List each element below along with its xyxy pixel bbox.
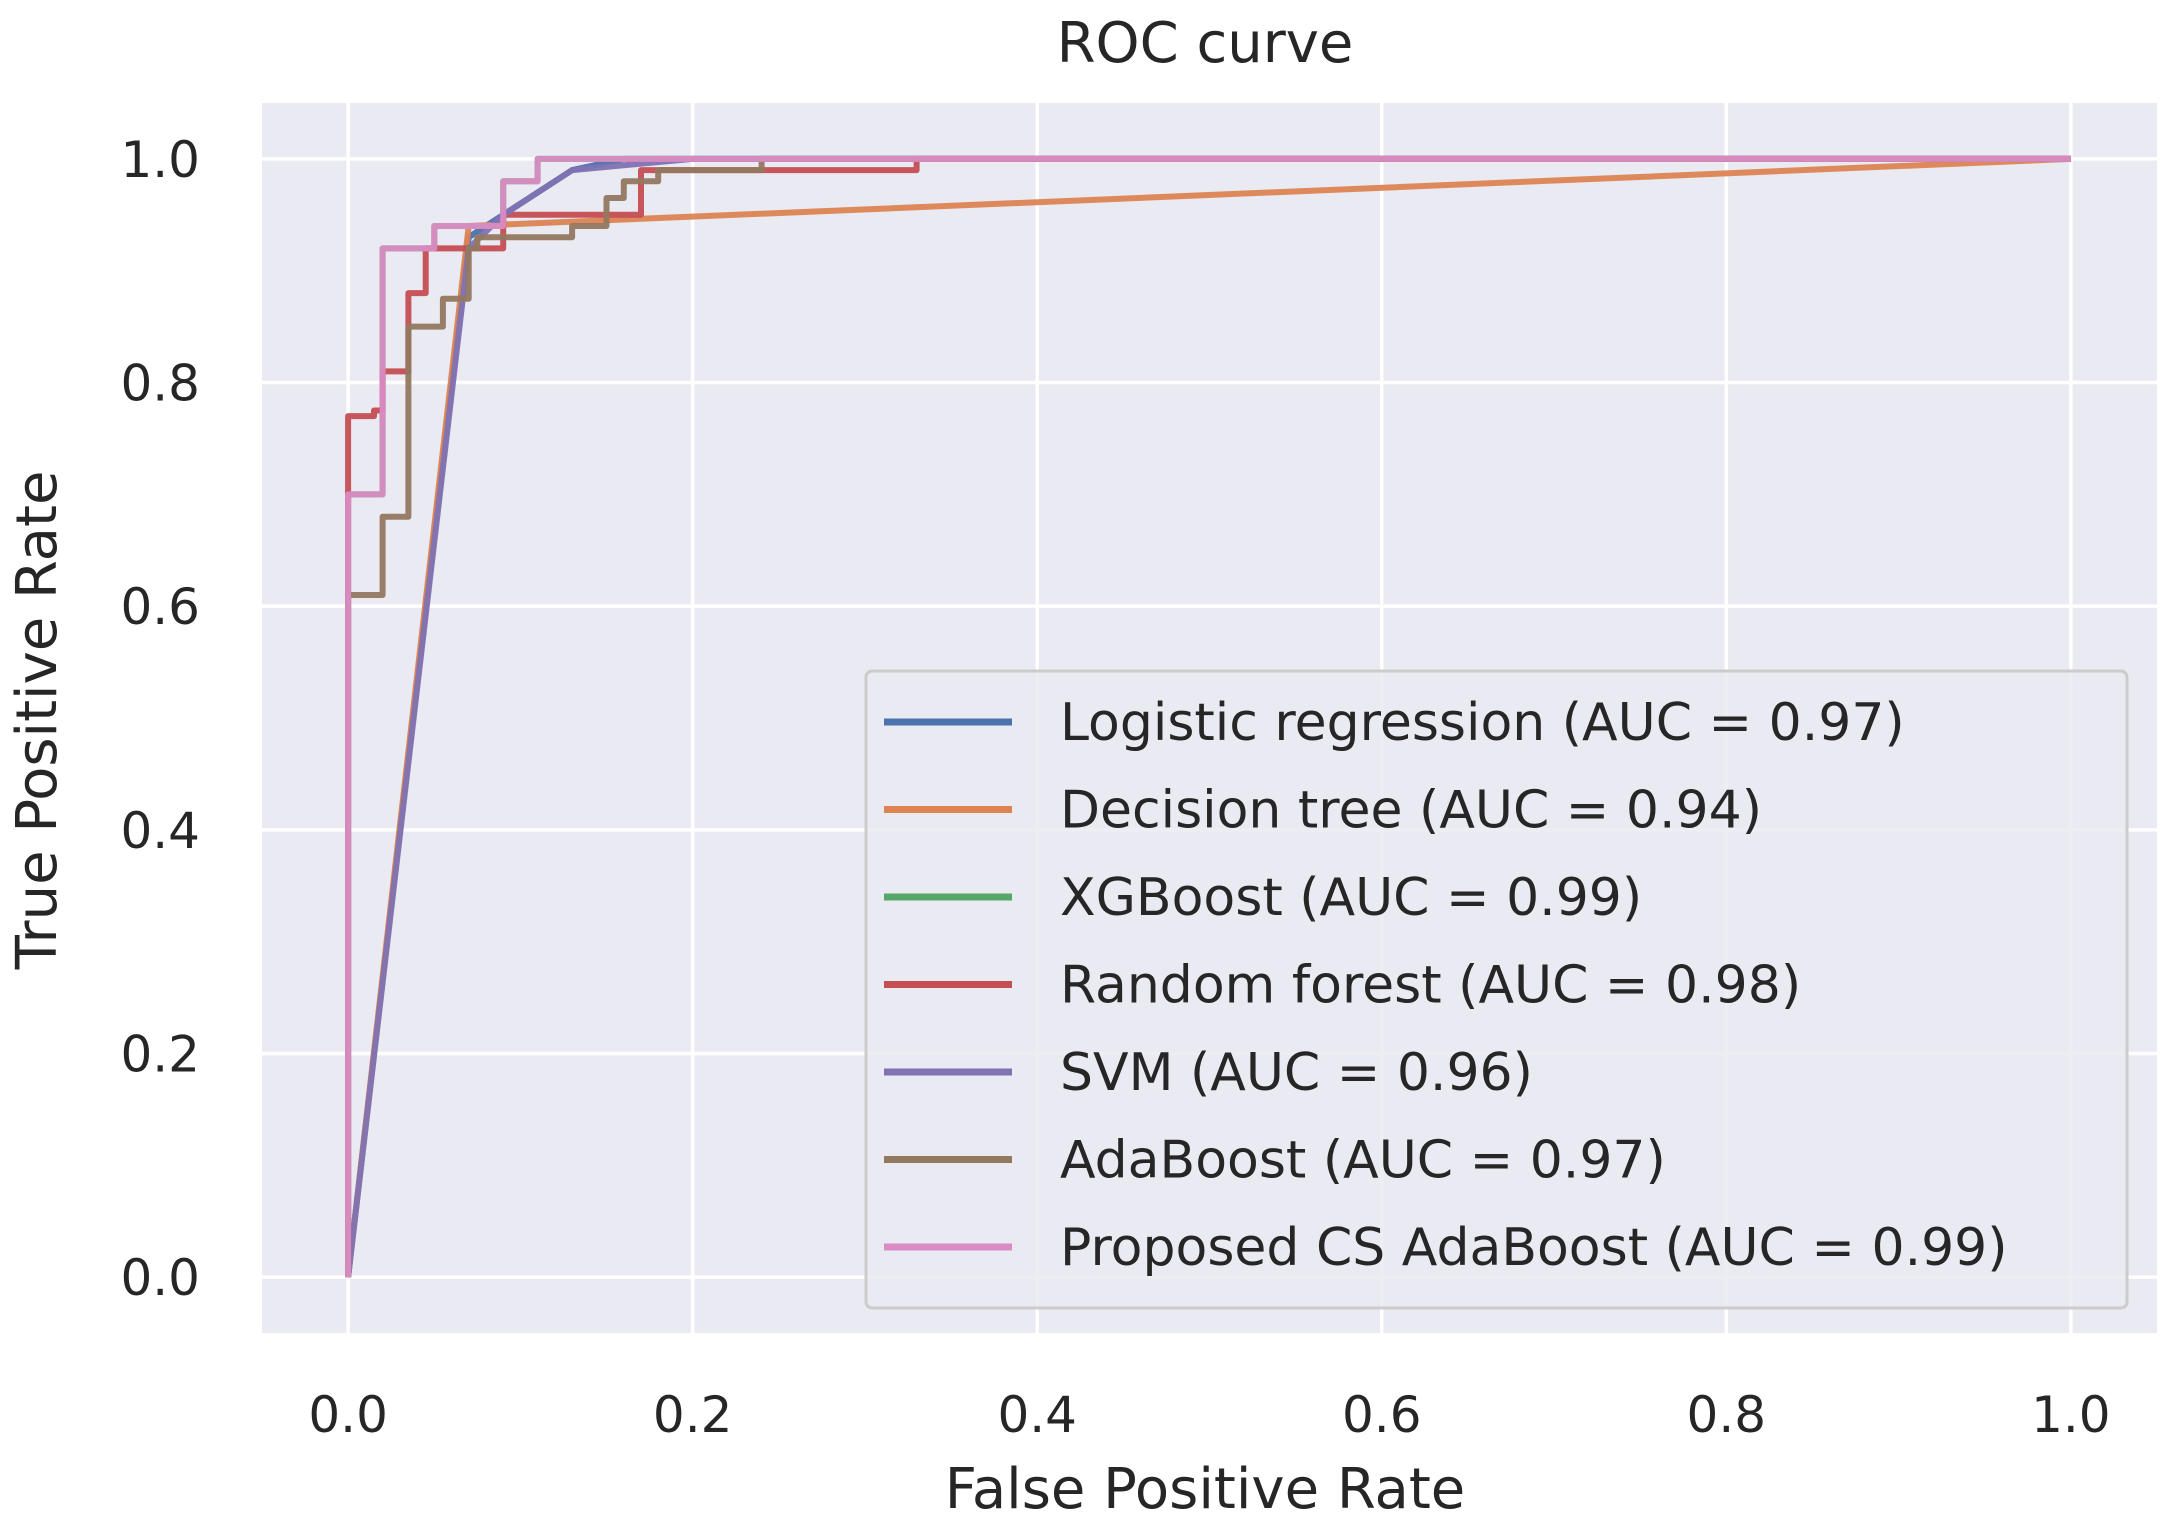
y-tick-label: 0.0 [120,1249,200,1307]
legend-entry: Random forest (AUC = 0.98) [884,956,1801,1016]
chart-title: ROC curve [1057,11,1354,76]
y-tick-label: 0.2 [120,1025,200,1083]
legend-box [864,669,2129,1310]
legend-label: Random forest (AUC = 0.98) [1060,956,1801,1016]
x-tick-label: 0.4 [997,1386,1077,1444]
legend-entry: XGBoost (AUC = 0.99) [884,868,1642,928]
legend-label: Logistic regression (AUC = 0.97) [1060,693,1905,753]
legend-entry: SVM (AUC = 0.96) [884,1043,1533,1103]
tick-labels: 0.0 0.2 0.4 0.6 0.8 1.0 0.0 0.2 0.4 0.6 0.8 1.0 [120,131,2110,1444]
series-line [345,155,2071,1278]
y-axis-label: True Positive Rate [5,471,70,971]
x-axis-label: False Positive Rate [945,1457,1465,1522]
legend-entry: AdaBoost (AUC = 0.97) [884,1131,1666,1191]
legend-entry: Decision tree (AUC = 0.94) [884,781,1762,841]
legend-label: XGBoost (AUC = 0.99) [1060,868,1642,928]
series-line [345,155,2071,1278]
legend-entry: Proposed CS AdaBoost (AUC = 0.99) [884,1218,2008,1278]
legend-label: Proposed CS AdaBoost (AUC = 0.99) [1060,1218,2008,1278]
legend-label: SVM (AUC = 0.96) [1060,1043,1533,1103]
x-tick-label: 0.0 [308,1386,388,1444]
legend-label: AdaBoost (AUC = 0.97) [1060,1131,1666,1191]
legend-label: Decision tree (AUC = 0.94) [1060,781,1762,841]
x-tick-label: 0.6 [1342,1386,1422,1444]
legend: Logistic regression (AUC = 0.97) Decision… [864,669,2129,1310]
x-tick-label: 0.2 [653,1386,733,1444]
series-lines [345,155,2072,1278]
y-tick-label: 0.8 [120,355,200,413]
y-tick-label: 0.4 [120,802,200,860]
y-tick-label: 1.0 [120,131,200,189]
x-tick-label: 0.8 [1687,1386,1767,1444]
legend-entry: Logistic regression (AUC = 0.97) [884,693,1905,753]
legend-entries: Logistic regression (AUC = 0.97) Decision… [884,693,2008,1278]
x-tick-label: 1.0 [2031,1386,2111,1444]
y-tick-label: 0.6 [120,578,200,636]
